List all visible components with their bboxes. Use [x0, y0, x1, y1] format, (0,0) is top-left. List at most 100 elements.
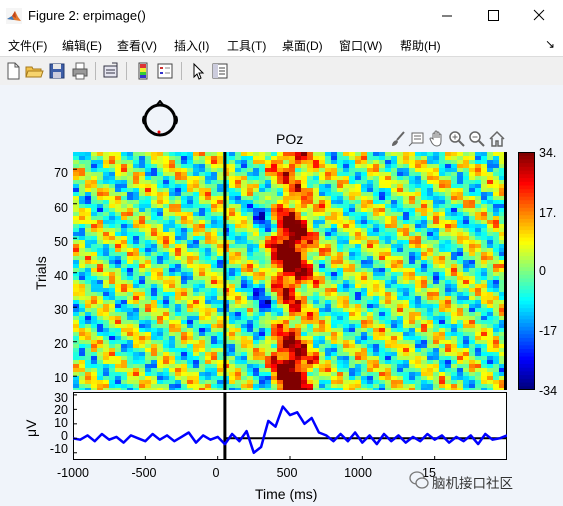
heatmap-cell	[85, 336, 92, 341]
data-tips-icon[interactable]	[408, 130, 426, 148]
heatmap-cell	[469, 368, 476, 373]
heatmap-cell	[457, 340, 464, 345]
heatmap-cell	[217, 296, 224, 301]
heatmap-cell	[439, 224, 446, 229]
heatmap-cell	[295, 344, 302, 349]
save-icon[interactable]	[47, 61, 67, 81]
heatmap-cell	[187, 332, 194, 337]
heatmap-cell	[133, 236, 140, 241]
insert-colorbar-icon[interactable]	[133, 61, 153, 81]
heatmap-cell	[271, 324, 278, 329]
print-icon[interactable]	[70, 61, 90, 81]
heatmap-cell	[145, 348, 152, 353]
heatmap-cell	[235, 320, 242, 325]
zoom-out-icon[interactable]	[468, 130, 486, 148]
heatmap-cell	[229, 348, 236, 353]
heatmap-cell	[211, 340, 218, 345]
heatmap-cell	[469, 328, 476, 333]
heatmap-cell	[319, 368, 326, 373]
heatmap-cell	[409, 164, 416, 169]
close-button[interactable]	[516, 0, 562, 32]
menu-insert[interactable]: 插入(I)	[174, 39, 210, 53]
heatmap-cell	[289, 216, 296, 221]
heatmap-cell	[73, 180, 80, 185]
heatmap-cell	[247, 156, 254, 161]
heatmap-cell	[445, 312, 452, 317]
heatmap-cell	[109, 232, 116, 237]
heatmap-cell	[265, 328, 272, 333]
heatmap-cell	[325, 232, 332, 237]
heatmap-cell	[475, 188, 482, 193]
heatmap-cell	[439, 208, 446, 213]
heatmap-cell	[205, 328, 212, 333]
maximize-button[interactable]	[470, 0, 516, 32]
heatmap-cell	[415, 388, 422, 390]
heatmap-cell	[193, 260, 200, 265]
menu-overflow-chevron-icon[interactable]: ↘	[544, 37, 555, 51]
heatmap-cell	[121, 344, 128, 349]
heatmap-cell	[457, 320, 464, 325]
minimize-button[interactable]	[424, 0, 470, 32]
heatmap-cell	[427, 192, 434, 197]
menu-file[interactable]: 文件(F)	[8, 39, 48, 53]
edit-plot-icon[interactable]	[188, 61, 208, 81]
link-plot-icon[interactable]	[101, 61, 121, 81]
brush-icon[interactable]	[389, 130, 407, 148]
heatmap-cell	[169, 208, 176, 213]
home-icon[interactable]	[488, 130, 506, 148]
property-inspector-icon[interactable]	[210, 61, 230, 81]
heatmap-cell	[79, 220, 86, 225]
menu-view[interactable]: 查看(V)	[117, 39, 157, 53]
heatmap-cell	[493, 280, 500, 285]
colorbar-segment	[518, 259, 535, 265]
menu-help[interactable]: 帮助(H)	[400, 39, 441, 53]
heatmap-cell	[367, 296, 374, 301]
heatmap-cell	[205, 228, 212, 233]
heatmap-cell	[409, 280, 416, 285]
erp-image-heatmap[interactable]	[73, 152, 507, 390]
erp-waveform-plot[interactable]	[73, 392, 507, 460]
heatmap-cell	[271, 156, 278, 161]
menu-desktop[interactable]: 桌面(D)	[282, 39, 323, 53]
pan-icon[interactable]	[428, 130, 446, 148]
menu-window[interactable]: 窗口(W)	[339, 39, 383, 53]
colorbar[interactable]	[518, 152, 535, 390]
open-icon[interactable]	[24, 61, 44, 81]
heatmap-cell	[73, 272, 80, 277]
heatmap-cell	[385, 320, 392, 325]
heatmap-cell	[427, 320, 434, 325]
heatmap-cell	[115, 272, 122, 277]
heatmap-cell	[277, 260, 284, 265]
heatmap-cell	[73, 300, 80, 305]
heatmap-cell	[469, 316, 476, 321]
heatmap-cell	[493, 224, 500, 229]
heatmap-cell	[259, 384, 266, 389]
insert-legend-icon[interactable]	[155, 61, 175, 81]
heatmap-cell	[499, 180, 506, 185]
menu-edit[interactable]: 编辑(E)	[62, 39, 102, 53]
heatmap-cell	[385, 204, 392, 209]
heatmap-cell	[475, 368, 482, 373]
zoom-in-icon[interactable]	[448, 130, 466, 148]
heatmap-cell	[337, 288, 344, 293]
heatmap-cell	[139, 172, 146, 177]
heatmap-cell	[163, 160, 170, 165]
menu-tools[interactable]: 工具(T)	[227, 39, 267, 53]
heatmap-cell	[457, 184, 464, 189]
heatmap-cell	[193, 332, 200, 337]
heatmap-cell	[325, 264, 332, 269]
heatmap-cell	[139, 248, 146, 253]
heatmap-cell	[355, 368, 362, 373]
heatmap-cell	[85, 176, 92, 181]
heatmap-cell	[283, 284, 290, 289]
heatmap-cell	[271, 300, 278, 305]
heatmap-cell	[403, 368, 410, 373]
heatmap-cell	[475, 200, 482, 205]
heatmap-cell	[127, 204, 134, 209]
heatmap-cell	[103, 164, 110, 169]
heatmap-cell	[349, 292, 356, 297]
heatmap-cell	[361, 224, 368, 229]
new-figure-icon[interactable]	[3, 61, 23, 81]
heatmap-cell	[349, 228, 356, 233]
heatmap-cell	[295, 152, 302, 157]
